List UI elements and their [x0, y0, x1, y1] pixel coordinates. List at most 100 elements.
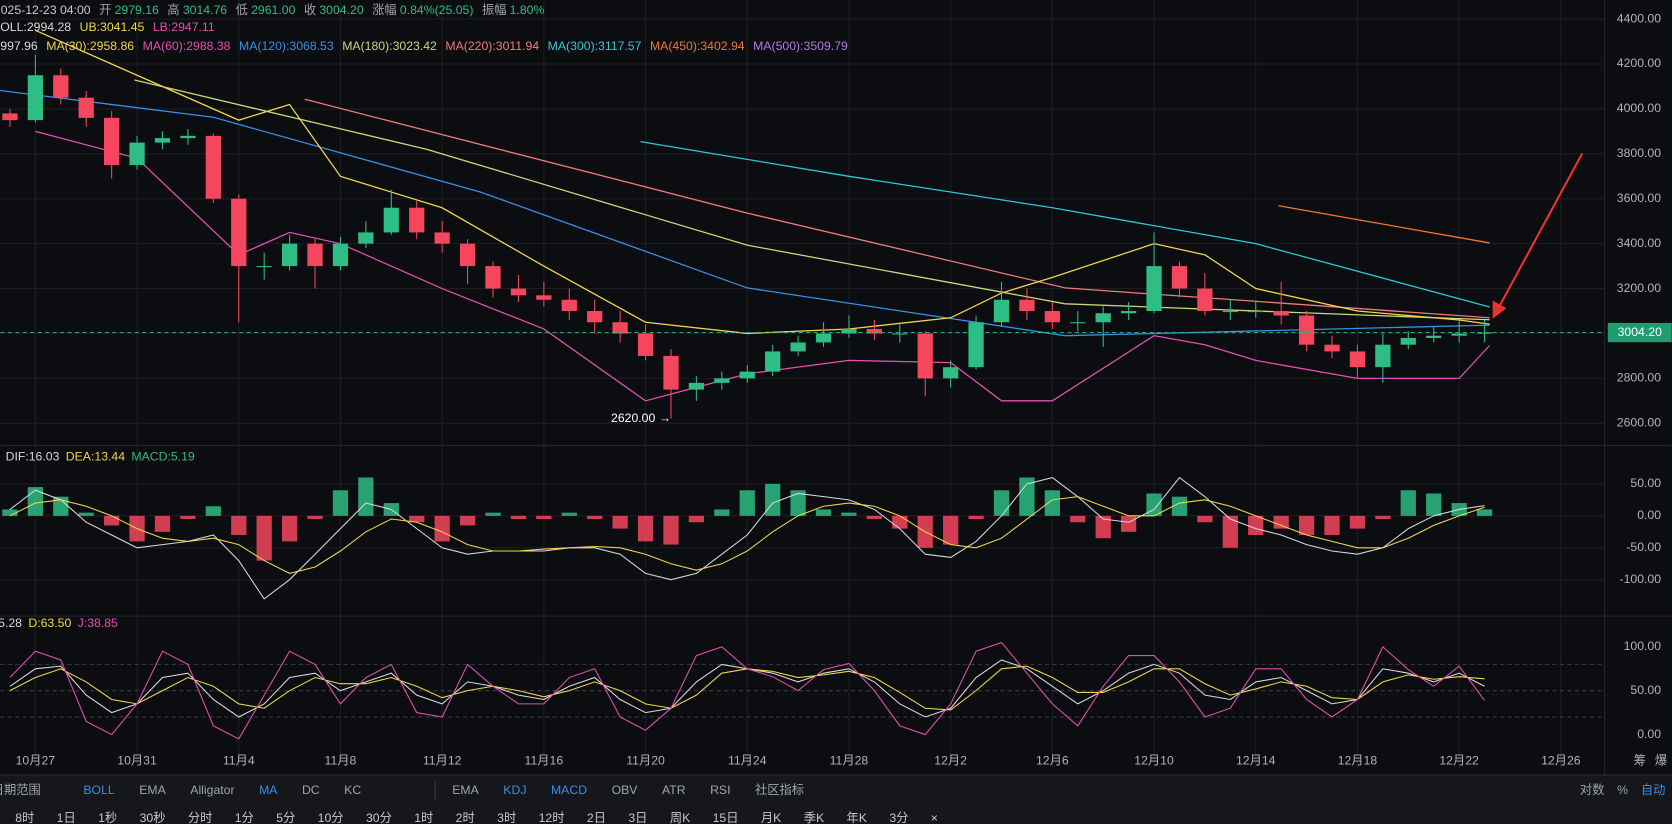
- interval-button[interactable]: 年K: [847, 811, 868, 824]
- interval-button[interactable]: 8时: [15, 811, 34, 824]
- header-field: 高: [167, 2, 179, 17]
- y-tick-label: 4400.00: [1617, 11, 1661, 25]
- boll-label: UB:3041.45: [80, 20, 145, 34]
- interval-button[interactable]: 15日: [713, 811, 739, 824]
- interval-button[interactable]: 1分: [235, 811, 254, 824]
- header-field: 振幅: [482, 2, 507, 17]
- y-tick-label: -100.00: [1620, 572, 1662, 586]
- macd-bar: [714, 509, 729, 515]
- interval-button[interactable]: ×: [931, 811, 938, 824]
- candle-body: [409, 208, 424, 233]
- macd-bar: [943, 516, 958, 545]
- candle-body: [1248, 311, 1263, 312]
- candle-body: [943, 367, 958, 378]
- indicator-button[interactable]: BOLL: [83, 783, 115, 797]
- macd-bar: [663, 516, 678, 545]
- macd-label: DIF:16.03: [6, 450, 60, 464]
- header-field: 3014.76: [183, 3, 227, 17]
- macd-bar: [155, 516, 170, 532]
- macd-bar: [1401, 490, 1416, 516]
- candle-body: [1401, 338, 1416, 345]
- x-tick-label: 12月14: [1236, 753, 1276, 767]
- x-tick-label: 11月12: [423, 753, 462, 767]
- scale-button[interactable]: 自动: [1641, 783, 1666, 797]
- ma-label: MA(60):2988.38: [143, 39, 231, 53]
- corner-label[interactable]: 筹: [1634, 753, 1646, 767]
- x-tick-label: 10月31: [117, 753, 157, 767]
- y-tick-label: 50.00: [1630, 476, 1661, 490]
- interval-button[interactable]: 1秒: [98, 811, 117, 824]
- interval-button[interactable]: 3时: [497, 811, 516, 824]
- x-tick-label: 12月26: [1541, 753, 1581, 767]
- scale-button[interactable]: %: [1617, 783, 1628, 797]
- macd-bar: [1019, 478, 1034, 516]
- indicator-button[interactable]: 日期范围: [0, 783, 41, 797]
- kdj-label: D:63.50: [28, 616, 71, 630]
- interval-button[interactable]: 3分: [889, 811, 908, 824]
- corner-label[interactable]: 爆: [1655, 753, 1667, 767]
- y-tick-label: 4200.00: [1617, 56, 1661, 70]
- interval-button[interactable]: 2时: [456, 811, 475, 824]
- indicator-button[interactable]: MA: [259, 783, 278, 797]
- interval-button[interactable]: 周K: [670, 811, 691, 824]
- indicator-button[interactable]: OBV: [612, 783, 639, 797]
- candle-body: [816, 333, 831, 342]
- candle-body: [511, 289, 526, 296]
- y-tick-label: 100.00: [1624, 639, 1662, 653]
- interval-button[interactable]: 3日: [628, 811, 647, 824]
- interval-button[interactable]: 10分: [318, 811, 344, 824]
- candle-body: [1070, 322, 1085, 323]
- interval-button[interactable]: 2日: [587, 811, 606, 824]
- interval-button[interactable]: 月K: [761, 811, 782, 824]
- candle-body: [1223, 311, 1238, 312]
- candle-body: [587, 311, 602, 322]
- indicator-button[interactable]: Alligator: [190, 783, 234, 797]
- indicator-button[interactable]: KC: [344, 783, 361, 797]
- interval-button[interactable]: 1日: [57, 811, 76, 824]
- candle-body: [104, 118, 119, 165]
- kdj-label: 5.28: [0, 616, 22, 630]
- y-tick-label: 3600.00: [1617, 191, 1661, 205]
- indicator-button[interactable]: EMA: [139, 783, 166, 797]
- candle-body: [1172, 266, 1187, 288]
- indicator-button[interactable]: KDJ: [503, 783, 526, 797]
- candle-body: [384, 208, 399, 233]
- interval-button[interactable]: 30秒: [140, 811, 166, 824]
- indicator-button[interactable]: RSI: [710, 783, 730, 797]
- candle-body: [155, 138, 170, 142]
- candle-body: [994, 300, 1009, 322]
- y-tick-label: 2800.00: [1617, 371, 1661, 385]
- indicator-button[interactable]: MACD: [551, 783, 587, 797]
- interval-button[interactable]: 30分: [366, 811, 392, 824]
- candle-body: [612, 322, 627, 333]
- last-price-label: 3004.20: [1618, 325, 1662, 339]
- candle-body: [485, 266, 500, 288]
- indicator-button[interactable]: EMA: [452, 783, 479, 797]
- indicator-button[interactable]: DC: [302, 783, 320, 797]
- macd-bar: [1426, 493, 1441, 515]
- scale-button[interactable]: 对数: [1580, 782, 1605, 797]
- candle-body: [790, 342, 805, 351]
- interval-button[interactable]: 12时: [539, 811, 565, 824]
- x-tick-label: 11月4: [223, 753, 255, 767]
- indicator-button[interactable]: ATR: [662, 783, 686, 797]
- interval-button[interactable]: 5分: [276, 811, 295, 824]
- candle-body: [1146, 266, 1161, 311]
- macd-bar: [1197, 516, 1212, 522]
- interval-button[interactable]: 1时: [414, 811, 433, 824]
- ma-label: MA(120):3068.53: [239, 39, 334, 53]
- interval-button[interactable]: 季K: [804, 811, 825, 824]
- macd-bar: [1045, 490, 1060, 516]
- y-tick-label: 0.00: [1637, 508, 1661, 522]
- interval-button[interactable]: 分时: [188, 811, 213, 824]
- candle-body: [333, 244, 348, 266]
- indicator-button[interactable]: 社区指标: [755, 782, 804, 797]
- macd-bar: [1477, 509, 1492, 515]
- candle-body: [1324, 345, 1339, 352]
- candle-body: [918, 333, 933, 378]
- macd-bar: [638, 516, 653, 542]
- macd-bar: [892, 516, 907, 529]
- ma-label: MA(300):3117.57: [548, 39, 642, 53]
- header-field: 2979.16: [115, 3, 159, 17]
- candle-body: [663, 356, 678, 390]
